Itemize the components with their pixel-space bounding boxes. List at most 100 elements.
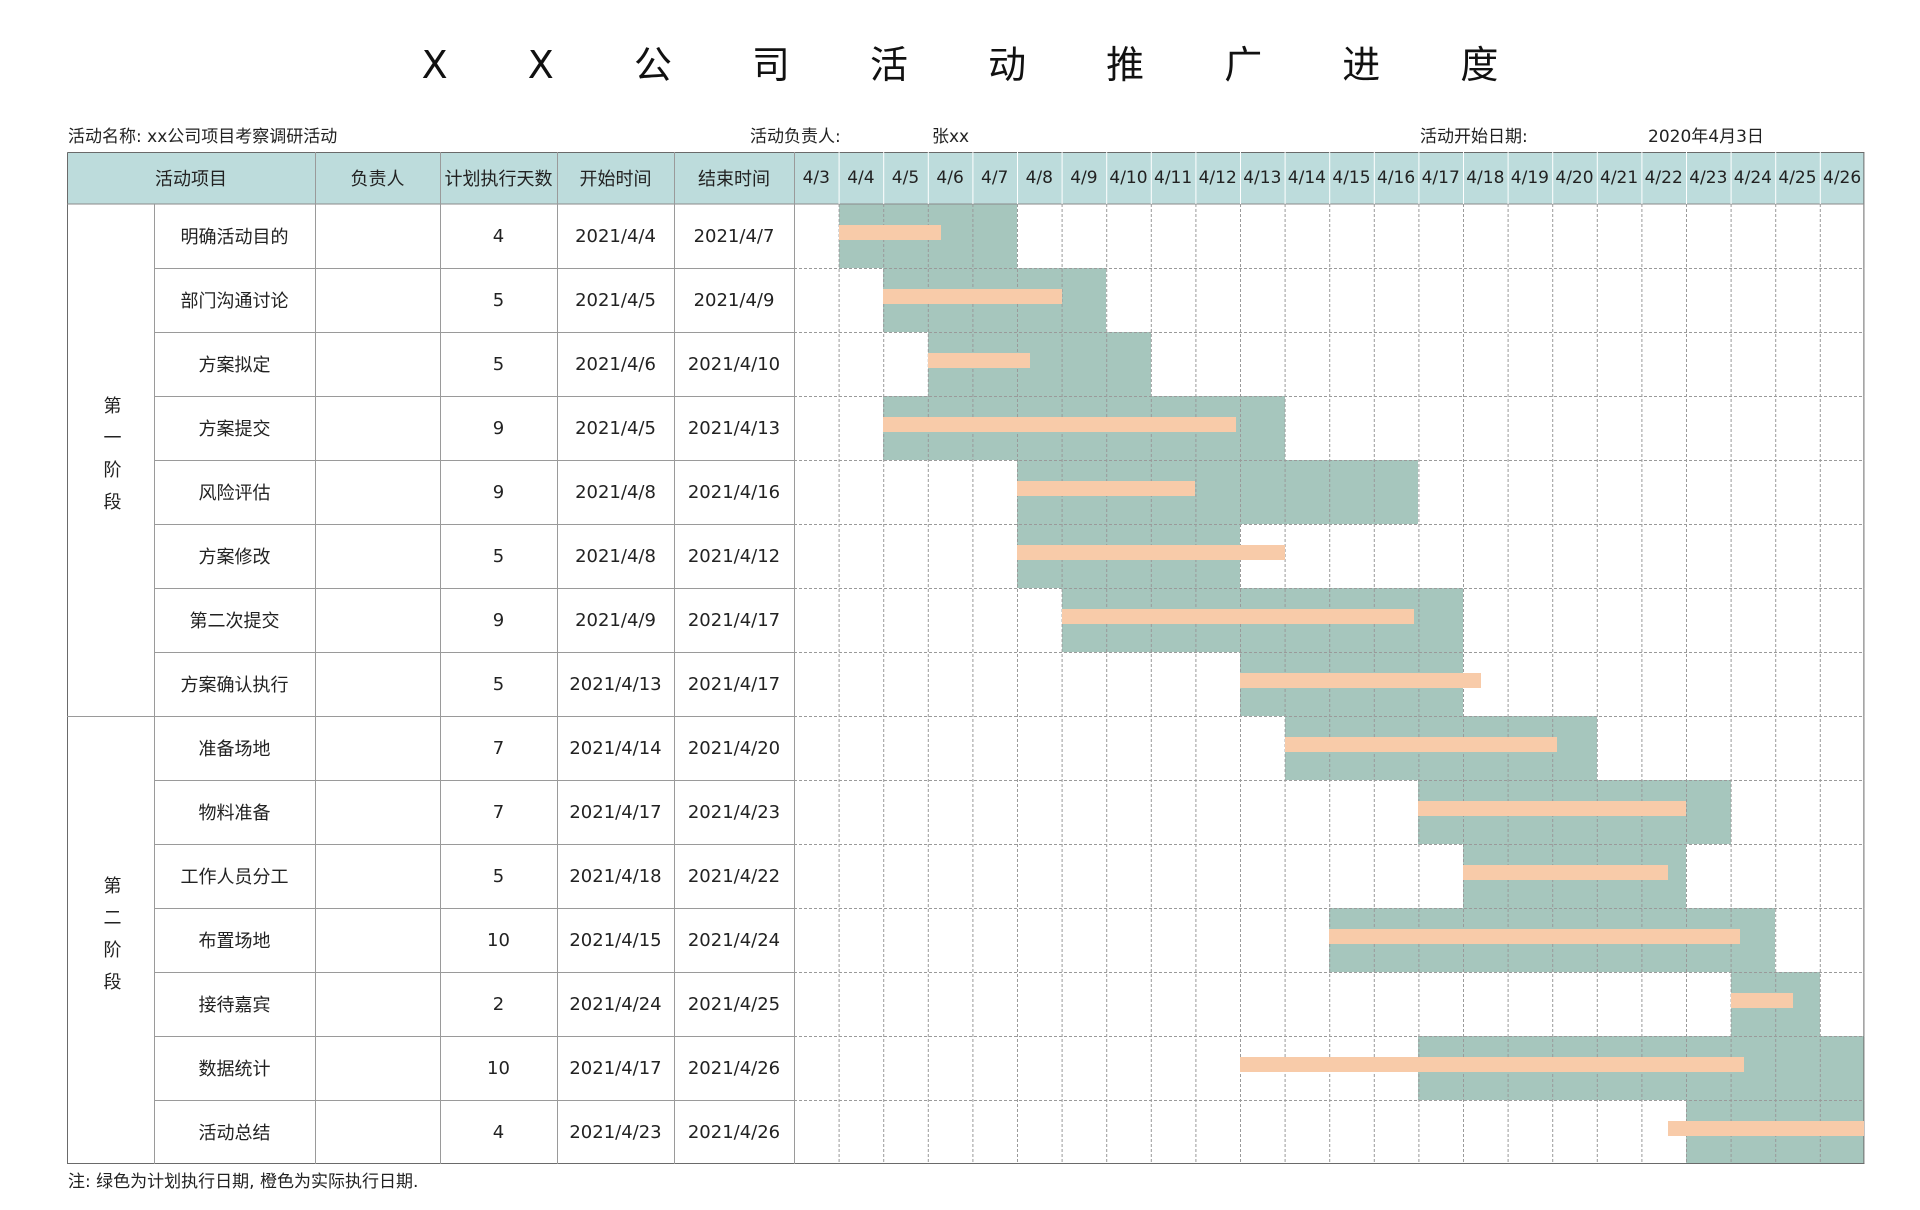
task-days: 5 <box>492 673 505 695</box>
header-date: 4/21 <box>1596 152 1642 204</box>
task-days: 4 <box>492 1121 505 1143</box>
task-start: 2021/4/13 <box>569 673 662 695</box>
task-name: 方案确认执行 <box>180 675 289 696</box>
header-start: 开始时间 <box>557 152 674 204</box>
header-date: 4/19 <box>1507 152 1553 204</box>
task-start: 2021/4/15 <box>569 929 662 951</box>
actual-bar <box>883 289 1062 304</box>
task-days: 7 <box>492 737 505 759</box>
header-item: 活动项目 <box>67 152 315 204</box>
task-end: 2021/4/20 <box>687 737 781 759</box>
actual-bar <box>1329 929 1740 944</box>
task-days: 5 <box>492 545 505 567</box>
task-days: 9 <box>492 481 505 503</box>
header-date: 4/18 <box>1463 152 1508 204</box>
task-name: 明确活动目的 <box>180 227 289 248</box>
header-date: 4/25 <box>1775 152 1820 204</box>
task-start: 2021/4/23 <box>569 1121 662 1143</box>
header-date: 4/16 <box>1373 152 1419 204</box>
header-date: 4/11 <box>1150 152 1196 204</box>
task-end: 2021/4/26 <box>687 1057 781 1079</box>
task-days: 5 <box>492 865 505 887</box>
header-date: 4/4 <box>838 152 884 204</box>
header-date: 4/24 <box>1730 152 1776 204</box>
task-name: 方案提交 <box>198 419 271 440</box>
task-name: 布置场地 <box>198 931 271 952</box>
task-start: 2021/4/9 <box>575 609 656 631</box>
task-start: 2021/4/5 <box>575 417 656 439</box>
actual-bar <box>1668 1121 1865 1136</box>
actual-bar <box>1418 801 1686 816</box>
header-date: 4/17 <box>1418 152 1463 204</box>
start-date-label: 活动开始日期: <box>1420 127 1528 147</box>
owner-label: 活动负责人: <box>750 127 841 147</box>
task-days: 5 <box>492 353 505 375</box>
start-date-value: 2020年4月3日 <box>1648 127 1764 147</box>
task-name: 接待嘉宾 <box>198 995 271 1016</box>
task-name: 物料准备 <box>198 803 271 824</box>
task-end: 2021/4/22 <box>687 865 781 887</box>
task-start: 2021/4/17 <box>569 801 662 823</box>
task-start: 2021/4/8 <box>575 545 656 567</box>
activity-name: 活动名称: xx公司项目考察调研活动 <box>68 127 338 147</box>
page-title: X X 公 司 活 动 推 广 进 度 <box>421 43 1533 87</box>
owner-value: 张xx <box>932 127 970 147</box>
task-start: 2021/4/5 <box>575 289 656 311</box>
header-days: 计划执行天数 <box>440 152 557 204</box>
task-name: 准备场地 <box>198 739 271 760</box>
task-start: 2021/4/14 <box>569 737 662 759</box>
header-date: 4/8 <box>1017 152 1062 204</box>
grid-lines <box>67 152 1865 1164</box>
task-start: 2021/4/24 <box>569 993 662 1015</box>
header-date: 4/6 <box>927 152 973 204</box>
task-days: 4 <box>492 225 505 247</box>
actual-bar <box>1017 545 1285 560</box>
phase-label: 第二阶段 <box>100 876 122 1004</box>
task-days: 10 <box>487 1057 510 1079</box>
actual-bar <box>1284 737 1557 752</box>
task-end: 2021/4/16 <box>687 481 781 503</box>
header-date: 4/22 <box>1641 152 1686 204</box>
header-date: 4/26 <box>1819 152 1865 204</box>
task-days: 10 <box>487 929 510 951</box>
task-name: 部门沟通讨论 <box>180 291 289 312</box>
actual-bar <box>1061 609 1414 624</box>
header-date: 4/23 <box>1686 152 1731 204</box>
header-end: 结束时间 <box>674 152 794 204</box>
header-date: 4/10 <box>1106 152 1151 204</box>
header-date: 4/3 <box>794 152 839 204</box>
task-days: 5 <box>492 289 505 311</box>
header-date: 4/9 <box>1061 152 1107 204</box>
actual-bar <box>1730 993 1794 1008</box>
header-date: 4/5 <box>883 152 928 204</box>
actual-bar <box>883 417 1236 432</box>
task-end: 2021/4/7 <box>693 225 775 247</box>
task-end: 2021/4/9 <box>693 289 775 311</box>
task-name: 风险评估 <box>198 483 271 504</box>
task-end: 2021/4/17 <box>687 609 781 631</box>
header-date: 4/12 <box>1195 152 1240 204</box>
task-end: 2021/4/23 <box>687 801 781 823</box>
task-end: 2021/4/26 <box>687 1121 781 1143</box>
header-date: 4/15 <box>1329 152 1374 204</box>
actual-bar <box>1017 481 1196 496</box>
header-date: 4/7 <box>972 152 1017 204</box>
task-name: 方案修改 <box>198 547 271 568</box>
header-date: 4/13 <box>1240 152 1285 204</box>
actual-bar <box>1240 1057 1744 1072</box>
task-name: 数据统计 <box>198 1059 271 1080</box>
task-end: 2021/4/10 <box>687 353 781 375</box>
header-owner: 负责人 <box>315 152 440 204</box>
task-end: 2021/4/24 <box>687 929 781 951</box>
phase-label: 第一阶段 <box>100 396 122 524</box>
task-name: 活动总结 <box>198 1123 271 1144</box>
task-name: 方案拟定 <box>198 355 271 376</box>
actual-bar <box>838 225 942 240</box>
task-end: 2021/4/12 <box>687 545 781 567</box>
task-days: 9 <box>492 417 505 439</box>
task-start: 2021/4/18 <box>569 865 662 887</box>
task-start: 2021/4/4 <box>575 225 656 247</box>
actual-bar <box>1463 865 1669 880</box>
task-days: 9 <box>492 609 505 631</box>
actual-bar <box>1240 673 1481 688</box>
